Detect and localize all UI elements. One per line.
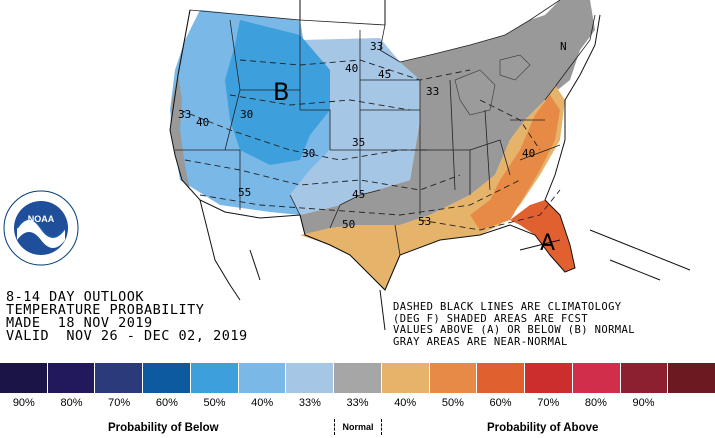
below-marker: B bbox=[273, 78, 289, 106]
clim-label: N bbox=[560, 40, 567, 53]
climatology-labels: 33 40 30 30 35 40 45 50 55 53 45 40 33 3… bbox=[178, 40, 567, 231]
title-line: 8-14 DAY OUTLOOK bbox=[6, 289, 145, 305]
legend-swatch bbox=[429, 363, 478, 393]
legend-label: 90% bbox=[632, 397, 655, 409]
legend-label: 50% bbox=[441, 397, 464, 409]
clim-label: 53 bbox=[418, 215, 431, 228]
above-40-region bbox=[300, 85, 565, 290]
legend-label: 40% bbox=[394, 397, 417, 409]
note-line: VALUES ABOVE (A) OR BELOW (B) NORMAL bbox=[393, 324, 635, 336]
legend-swatch bbox=[381, 363, 430, 393]
climatology-lines bbox=[179, 59, 561, 231]
clim-label: 50 bbox=[342, 218, 355, 231]
legend-swatch bbox=[620, 363, 669, 393]
legend-label: 70% bbox=[108, 397, 131, 409]
legend-swatch bbox=[572, 363, 621, 393]
title-line: TEMPERATURE PROBABILITY bbox=[6, 302, 205, 318]
west-coast-normal bbox=[170, 75, 190, 190]
legend-label: 60% bbox=[155, 397, 178, 409]
clim-label: 35 bbox=[352, 136, 365, 149]
clim-label: 30 bbox=[302, 147, 315, 160]
clim-label: 33 bbox=[178, 108, 191, 121]
legend-label: 90% bbox=[12, 397, 35, 409]
legend-swatch bbox=[238, 363, 287, 393]
legend-label: 33% bbox=[346, 397, 369, 409]
above-marker: A bbox=[540, 231, 555, 256]
legend-label: 80% bbox=[584, 397, 607, 409]
legend-label: 40% bbox=[251, 397, 274, 409]
clim-label: 45 bbox=[378, 68, 391, 81]
note-line: (DEG F) SHADED AREAS ARE FCST bbox=[393, 312, 588, 325]
clim-label: 40 bbox=[196, 116, 209, 129]
great-lakes bbox=[454, 54, 531, 116]
above-60-region bbox=[510, 200, 575, 272]
above-caption: Probability of Above bbox=[487, 422, 599, 434]
coastline bbox=[169, 0, 691, 331]
clim-label: 55 bbox=[238, 186, 251, 199]
clim-label: 40 bbox=[345, 62, 358, 75]
below-caption: Probability of Below bbox=[108, 422, 219, 434]
legend-labels: 90% 80% 70% 60% 50% 40% 33% 33% 40% 50% 60% 70% 80% 9… bbox=[0, 397, 715, 411]
legend-swatch bbox=[668, 363, 715, 393]
clim-label: 40 bbox=[522, 147, 535, 160]
legend-swatch bbox=[47, 363, 96, 393]
noaa-logo: NOAA bbox=[3, 190, 79, 266]
outlook-title: 8-14 DAY OUTLOOK TEMPERATURE PROBABILITY… bbox=[6, 289, 248, 344]
legend-label bbox=[667, 397, 715, 411]
clim-label: 33 bbox=[426, 85, 439, 98]
legend-label: 80% bbox=[60, 397, 83, 409]
normal-caption: Normal bbox=[334, 419, 382, 435]
note-line: GRAY AREAS ARE NEAR-NORMAL bbox=[393, 335, 568, 348]
legend-swatch bbox=[190, 363, 239, 393]
legend-swatch bbox=[525, 363, 573, 393]
legend-label: 70% bbox=[537, 397, 560, 409]
legend-label: 50% bbox=[203, 397, 226, 409]
legend-label: 33% bbox=[298, 397, 321, 409]
clim-label: 45 bbox=[352, 188, 365, 201]
map-notes: DASHED BLACK LINES ARE CLIMATOLOGY (DEG … bbox=[393, 301, 635, 348]
note-line: DASHED BLACK LINES ARE CLIMATOLOGY bbox=[393, 301, 622, 313]
legend-swatch bbox=[95, 363, 144, 393]
legend-swatch bbox=[477, 363, 526, 393]
legend-swatch bbox=[143, 363, 191, 393]
below-50-region bbox=[225, 20, 330, 165]
made-date: MADE 18 NOV 2019 bbox=[6, 315, 153, 331]
svg-text:NOAA: NOAA bbox=[28, 214, 55, 224]
legend-swatch bbox=[334, 363, 382, 393]
clim-label: 33 bbox=[370, 40, 383, 53]
above-50-region bbox=[470, 95, 560, 230]
legend-bar bbox=[0, 363, 715, 393]
outlook-map: 33 40 30 30 35 40 45 50 55 53 45 40 33 3… bbox=[169, 0, 691, 331]
legend-label: 60% bbox=[489, 397, 512, 409]
legend-swatch bbox=[286, 363, 335, 393]
valid-dates: VALID NOV 26 - DEC 02, 2019 bbox=[6, 328, 248, 344]
clim-label: 30 bbox=[240, 108, 253, 121]
legend-swatch bbox=[0, 363, 48, 393]
